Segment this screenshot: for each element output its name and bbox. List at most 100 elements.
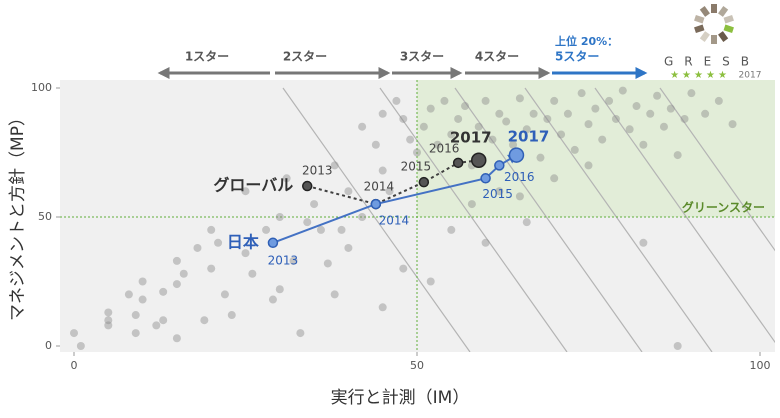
background-point [104,316,113,325]
logo-segment [718,31,729,42]
background-point [426,277,435,286]
background-point [419,122,428,131]
background-point [385,187,394,196]
point-label: 2014 [364,180,395,194]
green-zone [417,80,775,217]
background-point [659,122,668,131]
background-point [358,213,367,221]
background-point [220,290,229,299]
background-point [426,104,435,113]
background-point [179,269,188,278]
background-point [413,148,421,157]
background-point [461,102,470,111]
band-label: 4スター [475,50,519,64]
background-point [605,96,614,105]
band-note: 上位 20%： [555,34,618,48]
background-point [673,342,682,350]
background-point [131,329,140,338]
background-point [76,342,85,350]
background-point [495,109,504,118]
background-point [440,96,449,105]
series-label: グローバル [213,176,293,195]
point-label: 2017 [450,129,492,147]
trajectory-point [452,157,464,169]
y-axis-label: マネジメントと方針（MP） [8,109,28,321]
point-label: 2017 [508,128,550,146]
background-point [529,109,538,118]
logo-segment [718,6,729,17]
background-point [673,151,682,160]
point-label: 2015 [401,160,432,174]
y-tick-label: 100 [31,81,52,94]
logo-segment [699,6,710,17]
background-point [488,135,497,144]
diagonal [454,87,643,352]
background-point [214,238,223,247]
background-point [714,96,723,105]
background-point [268,295,277,304]
background-point [467,200,476,209]
background-point [344,187,353,196]
trajectory-point [480,173,491,184]
diagonal [659,87,775,252]
background-point [584,161,593,170]
background-point [653,91,662,100]
background-point [296,329,305,338]
point-label: 2016 [504,170,535,184]
background-point [591,104,600,113]
background-point [509,140,518,149]
background-point [399,114,408,123]
background-point [495,187,504,196]
diagonal [282,87,471,352]
point-label: 2016 [429,141,460,155]
background-point [584,120,593,129]
point-label: 2014 [379,214,410,228]
background-point [646,109,655,118]
background-point [152,321,161,330]
band-label: 1スター [185,50,229,64]
background-point [310,200,319,209]
background-point [563,109,572,118]
background-point [330,161,339,170]
background-point [598,135,607,144]
background-point [515,94,524,103]
background-point [447,225,456,234]
background-point [207,225,216,234]
background-point [138,277,147,286]
background-point [200,316,209,325]
background-point [241,187,250,196]
background-point [330,290,339,299]
logo-text: GRESB [664,55,760,69]
background-point [611,114,620,123]
background-point [522,125,531,134]
threshold-label: グリーンスター [682,200,765,215]
background-point [481,96,490,105]
background-point [378,303,387,312]
background-point [577,89,586,98]
background-point [701,109,710,118]
trajectory-point [494,160,505,171]
background-point [481,238,490,247]
trajectory-point [470,152,487,168]
logo-year: 2017 [739,71,762,81]
background-point [207,264,216,273]
background-point [378,109,387,118]
logo-segment [699,31,710,42]
trajectory-point [370,198,382,210]
background-point [550,174,559,183]
background-point [316,225,325,234]
background-point [515,192,524,201]
background-point [104,308,113,317]
background-point [522,218,531,227]
diagonal [524,87,713,352]
background-point [172,334,181,343]
x-tick-label: 100 [750,359,771,372]
background-point [536,153,545,162]
green-region [417,80,775,217]
background-point [728,120,737,129]
trajectory-point [267,237,279,249]
point-label: 2013 [302,164,333,178]
background-point [70,329,78,338]
background-point [557,130,566,139]
background-point [358,122,367,131]
